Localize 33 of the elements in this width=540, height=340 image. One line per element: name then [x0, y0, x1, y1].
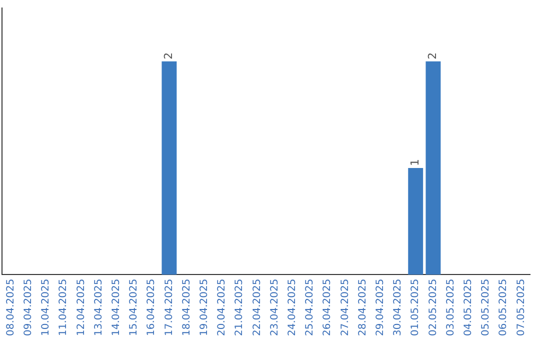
data-label: 1 [408, 159, 422, 166]
x-tick-label: 06.05.2025 [498, 278, 510, 336]
x-tick-label: 02.05.2025 [428, 278, 439, 336]
x-tick-label: 21.04.2025 [234, 278, 246, 336]
x-tick-label: 08.04.2025 [5, 278, 16, 336]
x-tick-label: 29.04.2025 [374, 278, 386, 336]
x-tick-label: 26.04.2025 [322, 278, 334, 336]
x-tick-label: 14.04.2025 [110, 278, 122, 336]
x-tick-label: 09.04.2025 [22, 278, 34, 336]
x-tick-label: 28.04.2025 [357, 278, 368, 336]
x-tick-label: 16.04.2025 [146, 278, 158, 336]
x-tick-label: 11.04.2025 [58, 278, 70, 336]
x-tick-label: 25.04.2025 [304, 278, 316, 336]
x-tick-label: 03.05.2025 [445, 278, 456, 336]
x-tick-label: 23.04.2025 [269, 278, 280, 336]
x-tick-label: 22.04.2025 [252, 278, 263, 336]
x-tick-label: 24.04.2025 [286, 278, 298, 336]
x-tick-label: 07.05.2025 [516, 278, 527, 336]
x-tick-label: 05.05.2025 [480, 278, 492, 336]
x-tick-label: 20.04.2025 [216, 278, 228, 336]
data-label: 2 [426, 52, 440, 60]
x-tick-label: 15.04.2025 [128, 278, 140, 336]
data-label: 2 [162, 52, 176, 60]
x-tick-label: 12.04.2025 [76, 278, 87, 336]
x-tick-label: 19.04.2025 [198, 278, 210, 336]
x-tick-label: 01.05.2025 [410, 278, 422, 336]
x-tick-label: 17.04.2025 [164, 278, 175, 336]
x-tick-label: 27.04.2025 [340, 278, 351, 336]
x-tick-label: 18.04.2025 [181, 278, 192, 336]
x-tick-label: 04.05.2025 [462, 278, 474, 336]
x-tick-label: 13.04.2025 [93, 278, 104, 336]
x-tick-label: 30.04.2025 [392, 278, 404, 336]
x-tick-label: 10.04.2025 [40, 278, 52, 336]
